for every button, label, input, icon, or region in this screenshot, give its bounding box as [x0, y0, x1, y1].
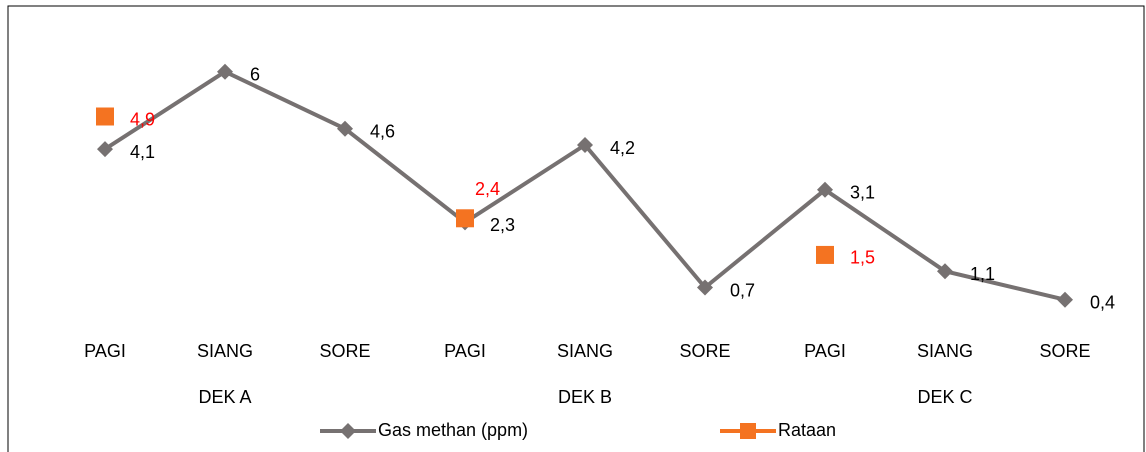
data-label: 6 — [250, 64, 260, 84]
x-tick-label: SIANG — [917, 341, 973, 361]
data-label: 4,6 — [370, 121, 395, 141]
data-label: 3,1 — [850, 183, 875, 203]
x-tick-label: PAGI — [84, 341, 126, 361]
data-label: 4,2 — [610, 138, 635, 158]
point — [337, 120, 353, 137]
group-label: DEK C — [917, 387, 972, 407]
group-label: DEK A — [198, 387, 251, 407]
x-tick-label: SORE — [1039, 341, 1090, 361]
data-label: 0,4 — [1090, 292, 1115, 312]
x-tick-label: SIANG — [197, 341, 253, 361]
legend-marker — [740, 423, 756, 439]
point — [1057, 291, 1073, 308]
data-label: 2,4 — [475, 179, 500, 199]
data-label: 1,1 — [970, 264, 995, 284]
data-label: 1,5 — [850, 248, 875, 268]
point — [817, 181, 833, 198]
x-tick-label: PAGI — [804, 341, 846, 361]
legend-label: Rataan — [778, 420, 836, 440]
x-tick-label: SIANG — [557, 341, 613, 361]
series-line — [103, 69, 1066, 302]
point — [96, 107, 114, 126]
data-label: 4,1 — [130, 142, 155, 162]
x-tick-label: SORE — [319, 341, 370, 361]
data-label: 0,7 — [730, 280, 755, 300]
point — [97, 141, 113, 158]
data-label: 4,9 — [130, 109, 155, 129]
point — [816, 245, 834, 264]
legend-label: Gas methan (ppm) — [378, 420, 528, 440]
point — [456, 209, 474, 228]
x-tick-label: SORE — [679, 341, 730, 361]
data-label: 2,3 — [490, 215, 515, 235]
point — [937, 263, 953, 280]
point — [577, 137, 593, 153]
group-label: DEK B — [558, 387, 612, 407]
x-tick-label: PAGI — [444, 341, 486, 361]
point — [217, 63, 233, 80]
point — [697, 279, 713, 296]
chart-frame — [7, 5, 1145, 452]
legend-marker — [340, 423, 356, 439]
